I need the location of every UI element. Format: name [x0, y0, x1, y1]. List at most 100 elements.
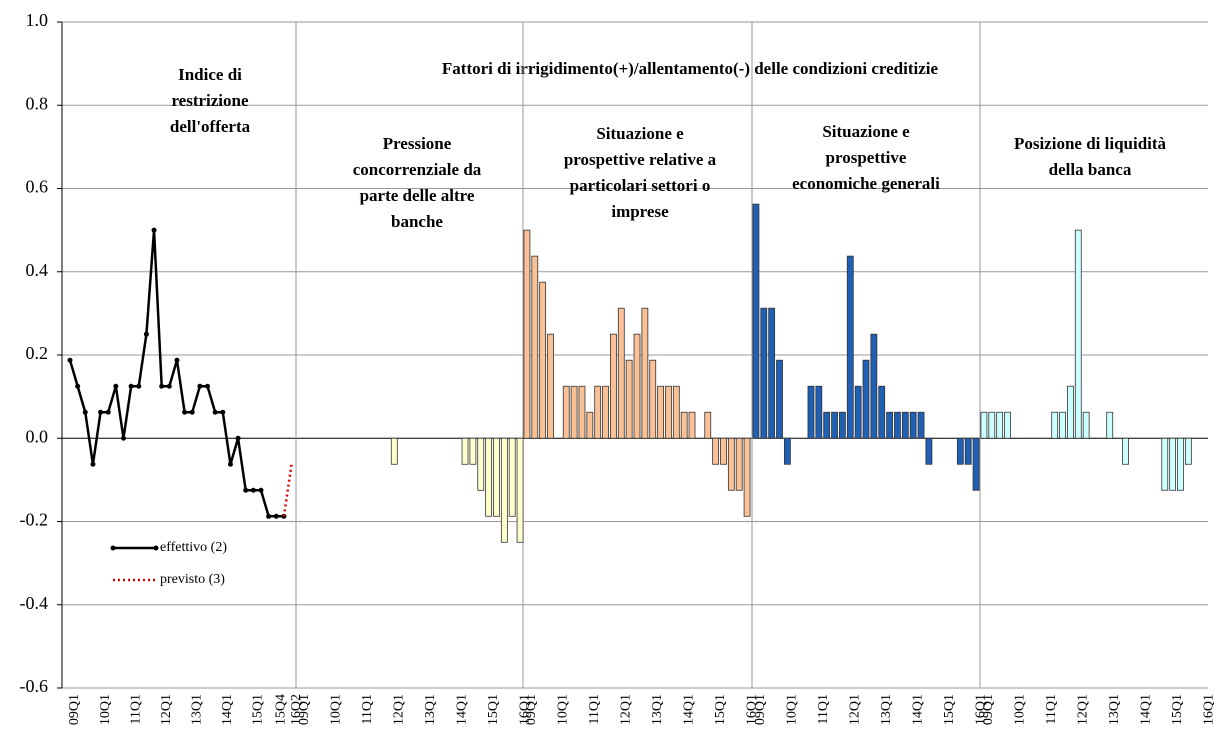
bar [680, 411, 688, 439]
x-tick-label: 11Q1 [587, 694, 602, 725]
y-tick-label: -0.2 [20, 510, 49, 530]
bar [469, 437, 477, 465]
x-tick-label: 12Q1 [391, 694, 406, 725]
point [243, 487, 249, 493]
legend-label: effettivo (2) [160, 540, 227, 555]
x-tick-label: 16Q1 [517, 694, 532, 725]
x-tick-label: 13Q1 [189, 694, 204, 725]
bar [586, 411, 594, 439]
x-tick-label: 09Q1 [753, 694, 768, 725]
x-tick-label: 15Q1 [251, 694, 266, 725]
panel-title: Situazione e [822, 122, 910, 141]
bar [570, 385, 578, 439]
bar [870, 333, 878, 439]
y-tick-label: 0.4 [26, 260, 49, 280]
bar [988, 411, 996, 439]
bar [878, 385, 886, 439]
point [197, 383, 203, 389]
x-tick-label: 15Q1 [1170, 694, 1185, 725]
bar [665, 385, 672, 439]
point [128, 383, 134, 389]
bar [839, 411, 846, 439]
bar [964, 437, 972, 465]
y-tick-label: 0.0 [26, 426, 49, 446]
x-tick-label: 11Q1 [1044, 694, 1059, 725]
bar [477, 437, 485, 491]
panel-title: Situazione e [596, 124, 684, 143]
bar [917, 411, 925, 439]
bar [539, 281, 547, 439]
bar [727, 437, 735, 491]
x-tick-label: 10Q1 [785, 694, 800, 725]
bar [1051, 411, 1059, 439]
legend-label: previsto (3) [160, 572, 225, 587]
y-tick-label: -0.4 [20, 593, 49, 613]
x-tick-label: 09Q1 [981, 694, 996, 725]
y-tick-label: 0.6 [26, 177, 49, 197]
bar [807, 385, 815, 439]
bar [610, 333, 617, 439]
bar [531, 255, 539, 439]
x-tick-label: 14Q1 [220, 694, 235, 725]
bar [815, 385, 823, 439]
bar [894, 411, 901, 439]
point [250, 487, 256, 493]
bar [901, 411, 909, 439]
bar [508, 437, 516, 517]
bar [1059, 411, 1066, 439]
point [136, 383, 142, 389]
bar [846, 255, 854, 439]
bar [672, 385, 680, 439]
panel-title: particolari settori o [570, 176, 711, 195]
y-tick-label: 0.2 [26, 343, 49, 363]
bar [823, 411, 831, 439]
bar [493, 437, 500, 517]
x-tick-label: 12Q1 [159, 694, 174, 725]
panel-title: parte delle altre [360, 186, 475, 205]
bar [1161, 437, 1169, 491]
x-tick-label: 10Q1 [98, 694, 113, 725]
bar [649, 359, 657, 439]
bar [1074, 229, 1082, 439]
x-tick-label: 13Q1 [650, 694, 665, 725]
legend-marker [153, 545, 159, 551]
panel-title: prospettive [826, 148, 907, 167]
bar [516, 437, 524, 543]
bar [925, 437, 933, 465]
bar [980, 411, 988, 439]
group-title: Fattori di irrigidimento(+)/allentamento… [442, 59, 939, 78]
x-tick-label: 14Q1 [681, 694, 696, 725]
bar [485, 437, 493, 517]
x-tick-label: 12Q1 [618, 694, 633, 725]
point [227, 461, 233, 467]
point [98, 409, 104, 415]
point [120, 435, 126, 441]
panel-title: dell'offerta [170, 117, 251, 136]
line-series [68, 230, 284, 518]
y-tick-label: 1.0 [26, 10, 49, 30]
bar [760, 307, 768, 439]
panel-title: banche [391, 212, 443, 231]
x-tick-label: 15Q4 [273, 694, 288, 725]
point [75, 383, 81, 389]
bar [625, 359, 633, 439]
panel-title: concorrenziale da [353, 160, 482, 179]
point [113, 383, 119, 389]
x-tick-label: 11Q1 [816, 694, 831, 725]
bar [1169, 437, 1177, 491]
point [189, 409, 195, 415]
x-tick-label: 14Q1 [454, 694, 469, 725]
bar [1082, 411, 1090, 439]
panel-title: Indice di [178, 65, 242, 84]
x-tick-label: 09Q1 [67, 694, 82, 725]
bar [735, 437, 743, 491]
y-tick-label: -0.6 [20, 676, 49, 696]
bar [594, 385, 602, 439]
bar [776, 359, 783, 439]
bar [1122, 437, 1129, 465]
point [82, 409, 88, 415]
bar [390, 437, 398, 465]
point [205, 383, 211, 389]
panel-title: prospettive relative a [564, 150, 717, 169]
bar [1184, 437, 1192, 465]
